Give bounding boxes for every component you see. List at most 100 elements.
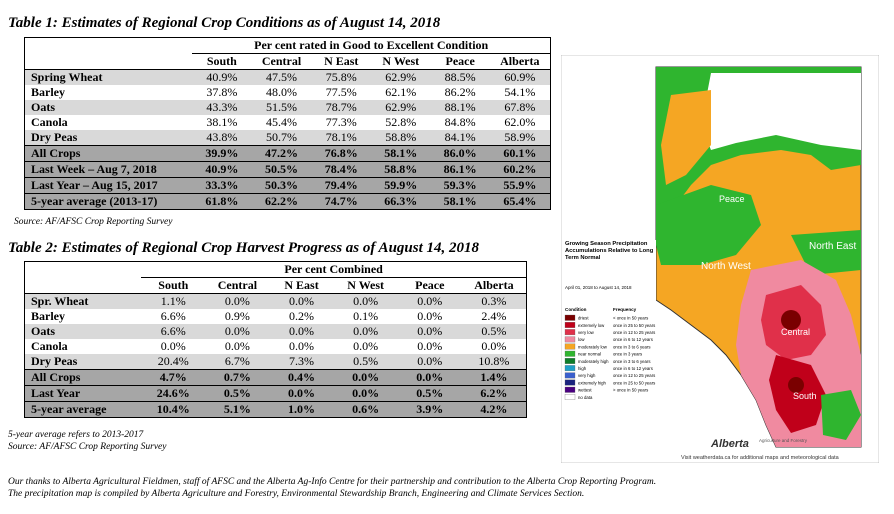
table-cell: 62.9% xyxy=(370,100,431,115)
group-header: Per cent rated in Good to Excellent Cond… xyxy=(192,37,551,54)
table-cell: 6.6% xyxy=(141,324,206,339)
table-cell: 58.9% xyxy=(489,130,551,146)
table2-title: Table 2: Estimates of Regional Crop Harv… xyxy=(8,240,480,256)
table-cell: 0.0% xyxy=(397,354,462,370)
row-label: All Crops xyxy=(24,369,142,386)
legend-swatch xyxy=(564,343,576,350)
table-cell: 45.4% xyxy=(265,115,297,129)
table-column-header-row: South Central N East N West Peace Alberta xyxy=(25,278,527,294)
column-header: N East xyxy=(284,278,319,292)
table1-title: Table 1: Estimates of Regional Crop Cond… xyxy=(8,15,441,31)
table-cell: 20.4% xyxy=(141,354,206,370)
legend-frequency: once in 12 to 25 years xyxy=(613,330,655,335)
table-cell: 86.0% xyxy=(430,145,490,162)
table-cell: 61.8% xyxy=(192,193,252,210)
crop-conditions-table: Per cent rated in Good to Excellent Cond… xyxy=(24,37,551,210)
legend-frequency: once in 6 to 12 years xyxy=(613,337,653,342)
legend-swatch xyxy=(564,379,576,386)
table-cell: 54.1% xyxy=(504,85,536,99)
table-cell: 7.3% xyxy=(269,354,334,370)
legend-frequency: < once in 50 years xyxy=(613,316,648,321)
legend-label: high xyxy=(578,366,587,371)
table-cell: 88.5% xyxy=(430,69,490,85)
table-cell: 59.3% xyxy=(430,177,490,194)
legend-label: extremely low xyxy=(578,323,605,328)
table-cell: 0.0% xyxy=(417,339,443,353)
table-cell: 78.1% xyxy=(311,130,371,146)
legend-swatch xyxy=(564,358,576,364)
map-region-north-east: North East xyxy=(809,241,856,252)
table-row: Last Year 24.6% 0.5% 0.0% 0.0% 0.5% 6.2% xyxy=(24,385,527,402)
table-cell: 74.7% xyxy=(311,193,371,210)
table-row: Canola 38.1% 45.4% 77.3% 52.8% 84.8% 62.0% xyxy=(25,115,551,130)
table-cell: 59.9% xyxy=(370,177,431,194)
table-row: 5-year average (2013-17) 61.8% 62.2% 74.7% 6… xyxy=(24,193,551,210)
table-cell: 5.1% xyxy=(205,401,270,418)
table-cell: 75.8% xyxy=(311,69,371,85)
table-cell: 40.9% xyxy=(192,69,252,85)
legend-swatch xyxy=(564,365,576,372)
table-row: All Crops 4.7% 0.7% 0.4% 0.0% 0.0% 1.4% xyxy=(24,369,527,386)
table-cell: 0.0% xyxy=(160,339,186,353)
table-cell: 0.0% xyxy=(289,339,315,353)
table-cell: 66.3% xyxy=(370,193,431,210)
table-cell: 10.4% xyxy=(141,401,206,418)
table-cell: 0.9% xyxy=(224,309,250,323)
table-cell: 0.5% xyxy=(461,324,527,339)
legend-frequency: once in 3 years xyxy=(613,352,642,357)
row-label: Canola xyxy=(31,115,68,129)
table-cell: 2.4% xyxy=(481,309,507,323)
table-cell: 0.0% xyxy=(397,293,462,309)
table-cell: 60.2% xyxy=(489,161,551,178)
table-cell: 58.8% xyxy=(370,130,431,146)
table-row: Spring Wheat 40.9% 47.5% 75.8% 62.9% 88.5% 60.… xyxy=(24,69,551,85)
table-cell: 58.8% xyxy=(370,161,431,178)
map-visit-link[interactable]: Visit weatherdata.ca for additional maps… xyxy=(681,455,840,461)
map-legend-condition-header: Condition xyxy=(565,307,587,312)
row-label: Barley xyxy=(31,309,65,323)
table-cell: 37.8% xyxy=(206,85,238,99)
table-cell: 6.6% xyxy=(160,309,186,323)
table-cell: 1.1% xyxy=(141,293,206,309)
column-header: Central xyxy=(261,54,302,68)
table-cell: 62.1% xyxy=(385,85,417,99)
table-row: Last Week – Aug 7, 2018 40.9% 50.5% 78.4% 58… xyxy=(24,161,551,178)
legend-frequency: once in 25 to 50 years xyxy=(613,380,655,385)
legend-frequency: once in 12 to 25 years xyxy=(613,373,655,378)
table-cell: 0.4% xyxy=(269,369,334,386)
column-header: N West xyxy=(347,278,385,292)
legend-label: wettest xyxy=(578,388,592,393)
table-cell: 62.9% xyxy=(370,69,431,85)
table-row: Barley 37.8% 48.0% 77.5% 62.1% 86.2% 54.1% xyxy=(25,85,551,100)
table-row: Barley 6.6% 0.9% 0.2% 0.1% 0.0% 2.4% xyxy=(25,309,527,324)
table-cell: 60.1% xyxy=(489,145,551,162)
legend-swatch xyxy=(564,329,576,336)
legend-frequency: once in 6 to 12 years xyxy=(613,366,653,371)
column-header: South xyxy=(158,278,189,292)
table-cell: 0.5% xyxy=(397,385,462,402)
table-group-header-row: Per cent Combined xyxy=(25,261,527,278)
legend-label: very low xyxy=(578,330,595,335)
table-cell: 77.3% xyxy=(325,115,357,129)
row-label-header xyxy=(25,278,142,294)
table-cell: 0.3% xyxy=(461,293,527,309)
column-header: N West xyxy=(382,54,420,68)
table-row: All Crops 39.9% 47.2% 76.8% 58.1% 86.0% 60.1% xyxy=(24,145,551,162)
table-cell: 60.9% xyxy=(489,69,551,85)
alberta-logo-sub: Agriculture and Forestry xyxy=(759,438,808,443)
table-row: Oats 6.6% 0.0% 0.0% 0.0% 0.0% 0.5% xyxy=(24,324,527,339)
table-cell: 51.5% xyxy=(251,100,312,115)
table1-source: Source: AF/AFSC Crop Reporting Survey xyxy=(14,217,173,227)
alberta-logo-text: Alberta xyxy=(710,438,749,450)
table-cell: 0.5% xyxy=(333,354,398,370)
legend-swatch xyxy=(564,336,576,343)
legend-label: extremely high xyxy=(578,380,607,385)
legend-swatch xyxy=(564,394,576,400)
legend-swatch xyxy=(564,314,576,321)
row-label: Spring Wheat xyxy=(24,69,193,85)
table-cell: 50.7% xyxy=(251,130,312,146)
table-cell: 84.8% xyxy=(444,115,476,129)
table-cell: 0.0% xyxy=(397,324,462,339)
row-label: Last Week – Aug 7, 2018 xyxy=(24,161,193,178)
row-label: 5-year average (2013-17) xyxy=(24,193,193,210)
